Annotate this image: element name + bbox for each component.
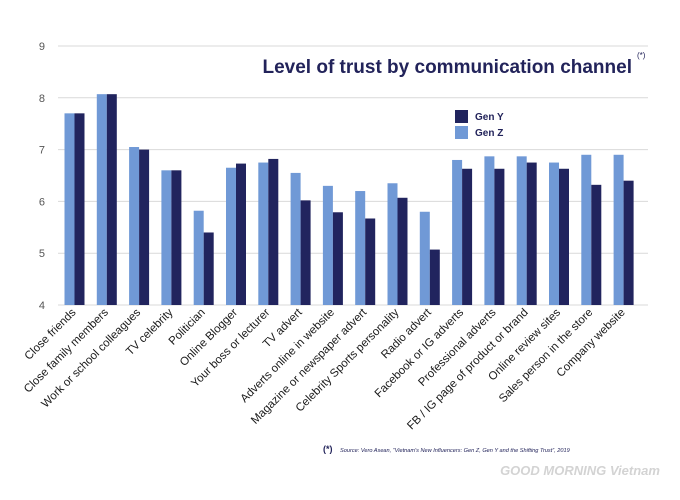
bar-gen-y [526,162,537,305]
x-category-label: Magazine or newspaper advert [249,306,370,427]
bar-gen-z [419,211,430,305]
bar-gen-y [365,218,376,305]
bar-gen-z [96,94,107,305]
bar-gen-z [516,156,527,305]
bar-gen-y [139,149,150,305]
source-citation: Source: Vero Asean, “Vietnam's New Influ… [340,448,570,454]
bar-gen-y [559,168,569,305]
watermark-logo: GOOD MORNING Vietnam [500,463,660,478]
bar-gen-z [355,191,366,305]
bar-gen-y [462,168,473,305]
bar-gen-z [226,167,236,305]
bar-gen-y [74,113,85,305]
bar-gen-y [429,249,440,305]
x-category-label: FB / IG page of product or brand [405,307,531,433]
bar-gen-y [623,180,634,305]
y-tick-label: 6 [39,196,45,208]
legend-swatch-gen-y [455,110,468,123]
bar-gen-y [203,232,214,305]
legend-label-gen-y: Gen Y [475,112,504,123]
bar-gen-z [484,156,495,305]
title-marker: (*) [637,51,646,60]
source-marker: (*) [323,444,333,454]
bar-gen-y [300,200,311,305]
bar-gen-z [290,172,301,305]
bar-gen-z [322,185,333,305]
y-tick-label: 9 [39,41,45,53]
bar-gen-z [549,162,559,305]
bar-gen-z [193,210,204,305]
bar-gen-y [494,168,505,305]
legend: Gen Y Gen Z [455,110,504,139]
bar-gen-y [171,170,182,305]
bar-gen-z [129,147,140,305]
legend-swatch-gen-z [455,126,468,139]
bar-gen-y [236,163,246,305]
bar-gen-y [332,212,343,305]
y-tick-label: 4 [39,300,45,312]
y-tick-label: 7 [39,145,45,157]
bar-gen-y [397,197,408,305]
bar-gen-y [106,94,117,305]
y-tick-labels: 4 5 6 7 8 9 [39,41,45,312]
bar-gen-z [452,159,463,305]
bar-gen-z [613,154,624,305]
bar-gen-z [581,154,592,305]
bar-gen-z [387,183,398,305]
x-category-label: Online Blogger [178,307,240,369]
bar-gen-y [591,184,602,305]
bars [64,94,634,305]
legend-label-gen-z: Gen Z [475,128,503,139]
y-tick-label: 5 [39,248,45,260]
bar-gen-z [161,170,172,305]
bar-gen-z [258,162,269,305]
bar-gen-z [64,113,75,305]
bar-gen-y [268,158,279,305]
y-tick-label: 8 [39,93,45,105]
chart-title: Level of trust by communication channel [262,57,632,78]
